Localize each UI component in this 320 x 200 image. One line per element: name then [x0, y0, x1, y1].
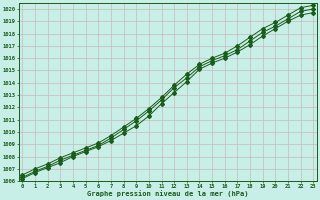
X-axis label: Graphe pression niveau de la mer (hPa): Graphe pression niveau de la mer (hPa) [87, 190, 249, 197]
